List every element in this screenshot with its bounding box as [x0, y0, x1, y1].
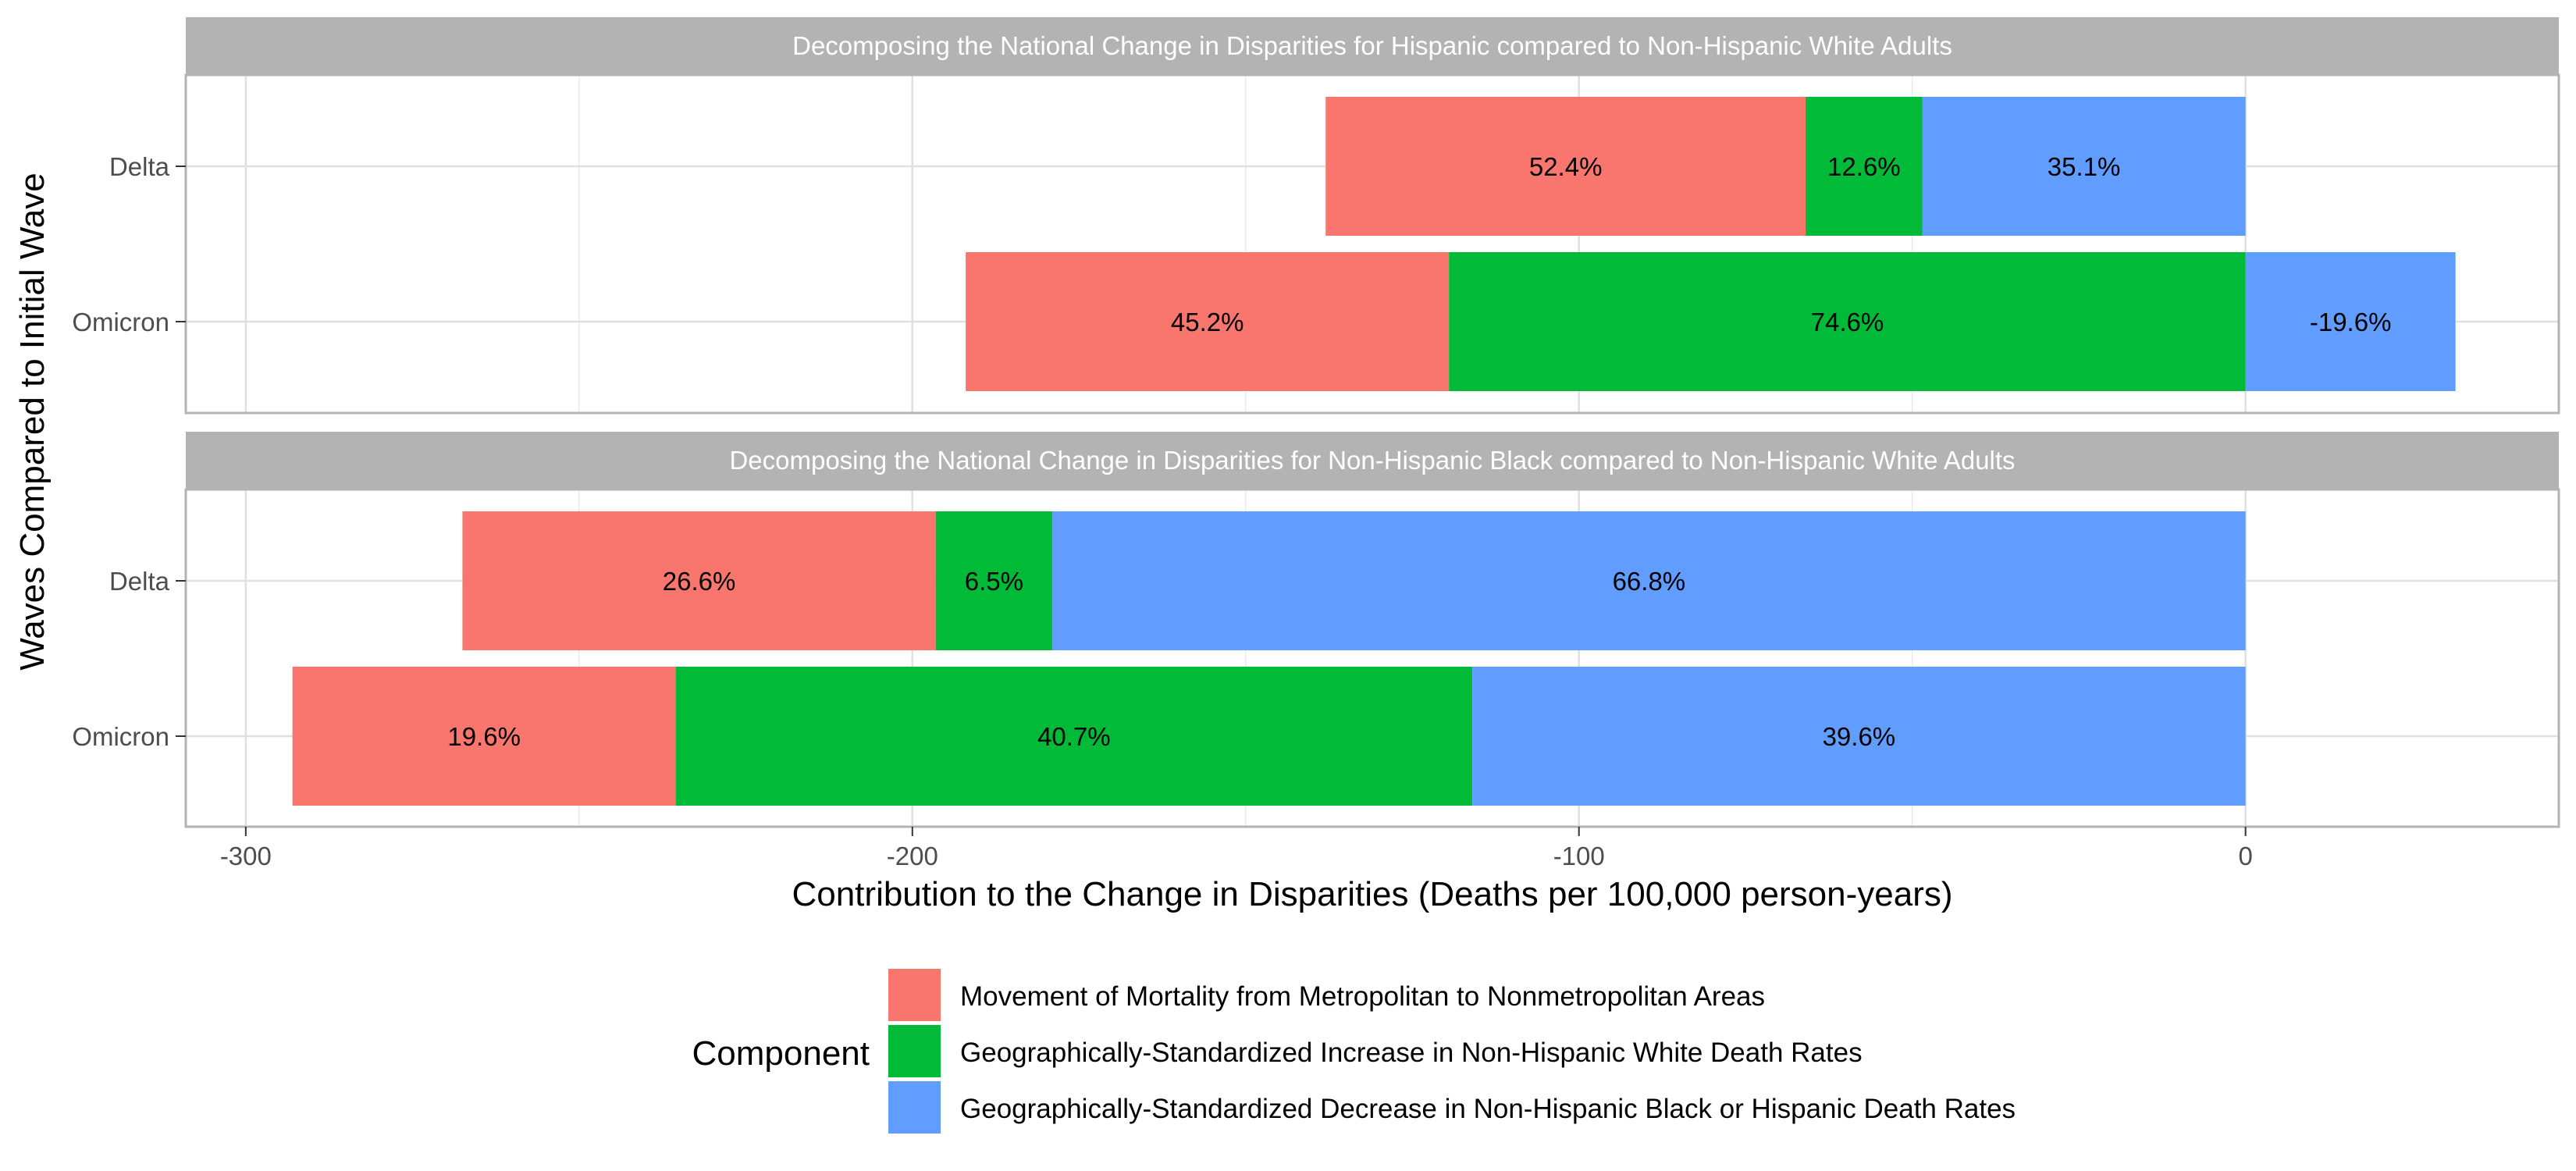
facet-panel-1: Decomposing the National Change in Dispa… [72, 17, 2560, 415]
bar-segment-omicron [2245, 252, 2456, 391]
x-axis: -300 -200 -100 0 [220, 827, 2253, 870]
facet-panel-2: Decomposing the National Change in Dispa… [72, 432, 2560, 828]
legend: Component Movement of Mortality from Met… [692, 969, 2016, 1134]
x-tick-label: -100 [1553, 842, 1605, 870]
bar-label-delta: 26.6% [663, 567, 736, 596]
bar-label-delta: 52.4% [1529, 152, 1603, 181]
bar-label-omicron: 40.7% [1037, 722, 1111, 751]
y-axis-title: Waves Compared to Initial Wave [13, 173, 52, 670]
y-tick-label-omicron-1: Omicron [72, 308, 169, 336]
bars-panel-2: 26.6% 6.5% 66.8% 19.6% 40.7% 39.6% [292, 511, 2246, 806]
y-tick-label-delta-2: Delta [109, 567, 170, 596]
facet-strip-2 [186, 432, 2559, 489]
x-tick-label: 0 [2238, 842, 2252, 870]
legend-label-minority-decrease: Geographically-Standardized Decrease in … [960, 1094, 2016, 1124]
x-tick-label: -300 [220, 842, 272, 870]
bar-label-omicron: 74.6% [1811, 308, 1884, 336]
legend-title: Component [692, 1034, 870, 1073]
x-axis-title: Contribution to the Change in Disparitie… [792, 875, 1952, 913]
facet-title-2: Decomposing the National Change in Dispa… [729, 446, 2015, 475]
bar-segment-delta [1325, 97, 1806, 236]
bar-label-delta: 6.5% [965, 567, 1023, 596]
bar-label-omicron: -19.6% [2310, 308, 2392, 336]
panel-border-1 [184, 73, 2560, 415]
bars-panel-1: 52.4% 12.6% 35.1% 45.2% 74.6% -19.6% [966, 97, 2456, 391]
bar-label-omicron: 45.2% [1171, 308, 1244, 336]
bar-label-omicron: 19.6% [447, 722, 521, 751]
bar-segment-omicron [675, 667, 1473, 806]
legend-key-white-increase [888, 1025, 941, 1077]
bar-label-delta: 35.1% [2048, 152, 2121, 181]
bar-segment-delta [1806, 97, 1923, 236]
y-tick-label-delta-1: Delta [109, 152, 170, 181]
bar-label-omicron: 39.6% [1823, 722, 1896, 751]
bar-segment-omicron [966, 252, 1450, 391]
facet-strip-1 [186, 17, 2559, 75]
bar-segment-delta [462, 511, 936, 650]
bar-segment-omicron [1472, 667, 2246, 806]
bar-segment-delta [1922, 97, 2246, 236]
bar-segment-delta [1052, 511, 2246, 650]
bar-segment-omicron [1449, 252, 2246, 391]
legend-key-metro-movement [888, 969, 941, 1021]
panel-border-2 [184, 488, 2560, 828]
bar-segment-delta [935, 511, 1053, 650]
legend-label-metro-movement: Movement of Mortality from Metropolitan … [960, 981, 1765, 1012]
bar-segment-omicron [292, 667, 676, 806]
y-tick-label-omicron-2: Omicron [72, 722, 169, 751]
bar-label-delta: 66.8% [1613, 567, 1686, 596]
legend-label-white-increase: Geographically-Standardized Increase in … [960, 1038, 1863, 1068]
bar-label-delta: 12.6% [1827, 152, 1901, 181]
legend-key-minority-decrease [888, 1081, 941, 1134]
x-tick-label: -200 [887, 842, 938, 870]
facet-title-1: Decomposing the National Change in Dispa… [792, 31, 1952, 60]
